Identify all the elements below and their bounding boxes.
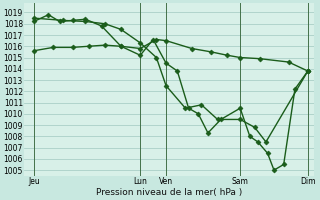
X-axis label: Pression niveau de la mer( hPa ): Pression niveau de la mer( hPa )	[96, 188, 242, 197]
